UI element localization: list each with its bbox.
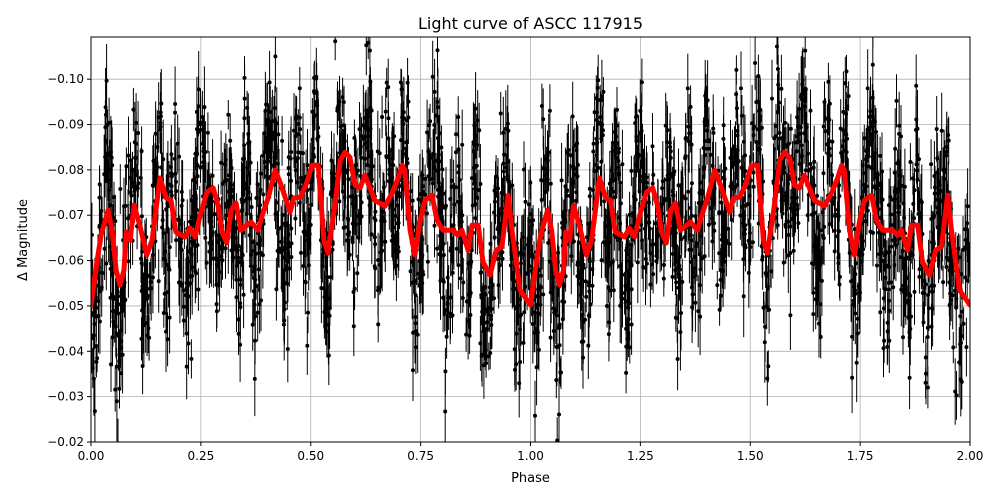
y-tick-label: −0.08 <box>47 163 84 177</box>
y-tick-label: −0.04 <box>47 344 84 358</box>
y-tick-label: −0.06 <box>47 254 84 268</box>
y-tick-label: −0.09 <box>47 118 84 132</box>
x-tick-label: 0.75 <box>407 449 434 463</box>
model-curve-group <box>91 149 970 308</box>
x-tick-label: 1.00 <box>517 449 544 463</box>
y-tick-label: −0.10 <box>47 72 84 86</box>
y-tick-label: −0.02 <box>47 435 84 449</box>
x-tick-label: 2.00 <box>957 449 984 463</box>
x-tick-label: 0.25 <box>188 449 215 463</box>
chart-title: Light curve of ASCC 117915 <box>418 14 643 33</box>
y-axis: −0.10 −0.09 −0.08 −0.07 −0.06 −0.05 −0.04 −0.03… <box>47 72 91 449</box>
model-curve-line <box>91 149 970 308</box>
y-tick-label: −0.05 <box>47 299 84 313</box>
x-tick-label: 1.25 <box>627 449 654 463</box>
x-axis: 0.00 0.25 0.50 0.75 1.00 1.25 1.50 1.75 2.00 <box>78 442 984 463</box>
x-tick-label: 1.50 <box>737 449 764 463</box>
x-tick-label: 0.50 <box>297 449 324 463</box>
y-tick-label: −0.07 <box>47 208 84 222</box>
x-tick-label: 0.00 <box>78 449 105 463</box>
observation-points <box>91 39 970 442</box>
y-tick-label: −0.03 <box>47 390 84 404</box>
y-axis-label: Δ Magnitude <box>16 199 31 281</box>
x-axis-label: Phase <box>511 471 550 486</box>
x-tick-label: 1.75 <box>847 449 874 463</box>
